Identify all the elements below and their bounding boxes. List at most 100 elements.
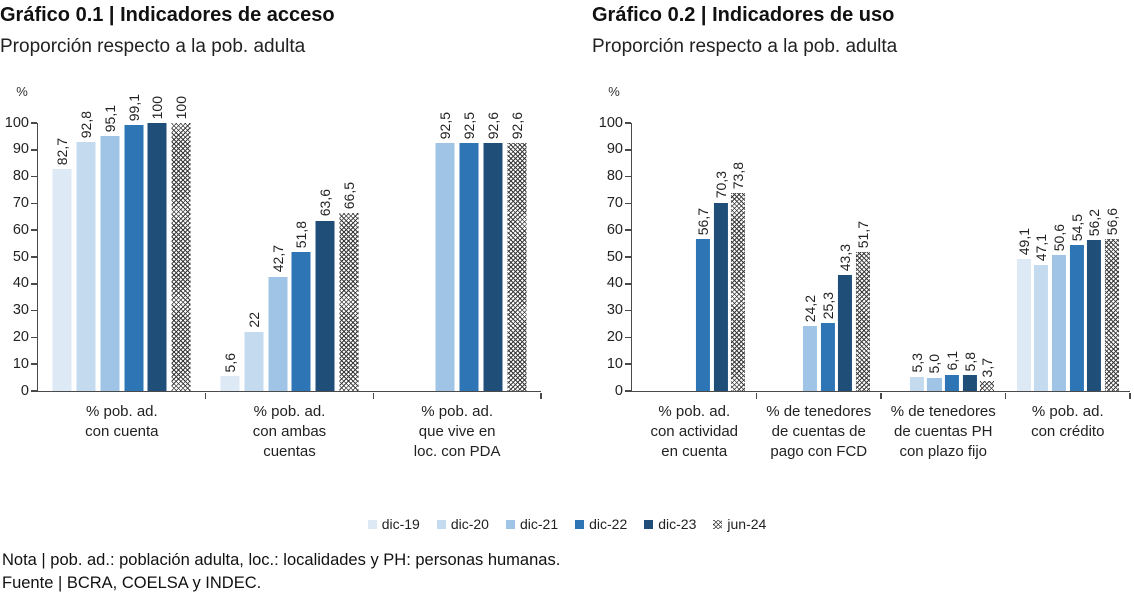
bar-dic-20 xyxy=(244,332,264,391)
bar-slot-jun-24: 73,8 xyxy=(730,123,748,391)
category-group: 56,7 70,3 73,8 % pob. ad. con actividad en … xyxy=(632,123,758,460)
bar-value-text: 22 xyxy=(245,312,262,329)
bar-value-text: 25,3 xyxy=(819,291,836,320)
bar-value-text: 54,5 xyxy=(1068,213,1085,241)
bar-slot-dic-23: 63,6 xyxy=(313,123,337,391)
bar-value-label: 51,8 xyxy=(289,221,313,248)
y-tick-label: 100 xyxy=(4,114,29,131)
bar-dic-23 xyxy=(1087,240,1102,391)
bar-slot-dic-19 xyxy=(641,123,659,391)
legend-item-dic-20: dic-20 xyxy=(436,516,489,532)
source-line: Fuente | BCRA, COELSA y INDEC. xyxy=(2,574,262,592)
bar-dic-21 xyxy=(802,326,817,391)
y-tick-mark xyxy=(31,363,37,365)
bar-dic-23 xyxy=(713,202,728,391)
bar-value-text: 43,3 xyxy=(837,243,854,271)
y-tick-mark xyxy=(31,175,37,178)
bar-value-label: 73,8 xyxy=(730,162,748,189)
y-axis-unit-label: % xyxy=(608,84,620,99)
bar-value-text: 5,6 xyxy=(222,352,239,372)
bar-value-label: 22 xyxy=(242,312,266,328)
bar-dic-22 xyxy=(291,252,311,391)
bar-dic-20 xyxy=(909,376,924,391)
bar-slots: 5,6 22 42,7 51,8 63,6 66,5 xyxy=(206,123,374,391)
bar-value-label: 66,5 xyxy=(337,182,361,209)
bar-slot-dic-23: 56,2 xyxy=(1085,123,1103,391)
bar-slots: 24,2 25,3 43,3 51,7 xyxy=(757,123,882,391)
bar-jun-24 xyxy=(855,252,870,391)
bar-jun-24 xyxy=(980,381,995,391)
bar-slots: 82,7 92,8 95,1 99,1 100 100 xyxy=(38,94,206,391)
bar-dic-21 xyxy=(1051,255,1066,391)
y-tick-label: 20 xyxy=(606,328,623,345)
bar-value-label: 3,7 xyxy=(979,358,997,377)
category-tick-mark xyxy=(880,392,882,399)
bar-value-text: 100 xyxy=(149,95,166,119)
legend-item-jun-24: jun-24 xyxy=(713,516,766,532)
bar-slot-dic-21 xyxy=(677,123,695,391)
bar-slot-dic-20: 22 xyxy=(242,123,266,391)
y-tick-mark xyxy=(625,283,631,285)
bar-value-label: 92,5 xyxy=(433,112,457,139)
bar-value-text: 56,7 xyxy=(695,207,712,236)
bar-slot-dic-22: 54,5 xyxy=(1068,123,1086,391)
category-label: % pob. ad. con actividad en cuenta xyxy=(650,403,739,460)
bar-value-label: 6,1 xyxy=(943,351,961,370)
bar-slot-dic-22: 51,8 xyxy=(289,123,313,391)
bar-value-label: 50,6 xyxy=(1050,224,1068,251)
bar-value-label: 56,7 xyxy=(694,208,712,235)
bar-slot-dic-20: 5,3 xyxy=(908,123,926,391)
chart-subtitle: Proporción respecto a la pob. adulta xyxy=(592,36,898,57)
bar-value-text: 6,1 xyxy=(944,351,961,371)
note-line: Nota | pob. ad.: población adulta, loc.:… xyxy=(2,551,561,569)
category-group: 49,1 47,1 50,6 54,5 56,2 56,6 % pob. ad. con c… xyxy=(1006,123,1131,440)
y-tick-mark xyxy=(625,175,631,178)
bar-dic-22 xyxy=(696,239,711,391)
legend-swatch-jun-24 xyxy=(713,519,723,529)
category-label: % pob. ad. con cuenta xyxy=(85,403,159,440)
y-tick-label: 10 xyxy=(12,355,29,372)
bar-value-text: 24,2 xyxy=(801,294,818,323)
y-tick-mark xyxy=(625,202,631,205)
category-label: % pob. ad. con crédito xyxy=(1031,403,1105,440)
y-tick-mark xyxy=(31,202,37,205)
bar-value-label: 49,1 xyxy=(1015,228,1033,255)
category-label: % de tenedores de cuentas de pago con FC… xyxy=(766,403,872,460)
bar-dic-22 xyxy=(124,125,144,391)
bar-dic-19 xyxy=(52,169,72,391)
legend-label: dic-21 xyxy=(519,516,559,532)
category-group: 82,7 92,8 95,1 99,1 100 100 % pob. ad. con cue… xyxy=(38,94,207,440)
bar-dic-21 xyxy=(100,136,120,391)
y-tick-mark xyxy=(625,256,631,258)
y-tick-label: 50 xyxy=(606,248,623,265)
bar-value-text: 3,7 xyxy=(979,357,996,378)
legend-label: dic-22 xyxy=(589,516,628,532)
bar-value-label: 5,8 xyxy=(961,352,979,371)
category-tick-mark xyxy=(540,392,542,399)
bar-jun-24 xyxy=(507,142,527,391)
y-tick-label: 70 xyxy=(12,194,29,211)
bar-value-label: 47,1 xyxy=(1033,234,1051,261)
category-group: 92,5 92,5 92,6 92,6 % pob. ad. que vive en l… xyxy=(373,112,542,460)
bar-slot-dic-19: 5,6 xyxy=(218,123,242,391)
footnotes: Nota | pob. ad.: población adulta, loc.:… xyxy=(2,549,560,595)
category-label: % pob. ad. que vive en loc. con PDA xyxy=(413,403,501,460)
bar-slot-dic-19: 82,7 xyxy=(51,123,75,391)
bar-dic-19 xyxy=(220,376,240,391)
bar-value-text: 56,2 xyxy=(1086,209,1103,237)
y-tick-mark xyxy=(31,336,37,339)
bar-slot-jun-24: 51,7 xyxy=(854,123,872,391)
y-tick-mark xyxy=(625,363,631,365)
legend-swatch-dic-23 xyxy=(644,519,654,529)
y-tick-label: 90 xyxy=(606,141,623,158)
bar-value-label: 100 xyxy=(169,96,193,119)
bar-slot-jun-24: 100 xyxy=(169,96,193,391)
bar-dic-22 xyxy=(1069,244,1084,391)
bar-dic-22 xyxy=(945,374,960,391)
bar-slot-dic-19: 49,1 xyxy=(1015,123,1033,391)
bar-value-text: 70,3 xyxy=(712,171,729,199)
bar-value-label: 43,3 xyxy=(836,244,854,271)
bar-dic-23 xyxy=(147,123,167,391)
bar-slot-dic-22: 99,1 xyxy=(122,94,146,391)
bar-slot-jun-24: 92,6 xyxy=(505,112,529,391)
